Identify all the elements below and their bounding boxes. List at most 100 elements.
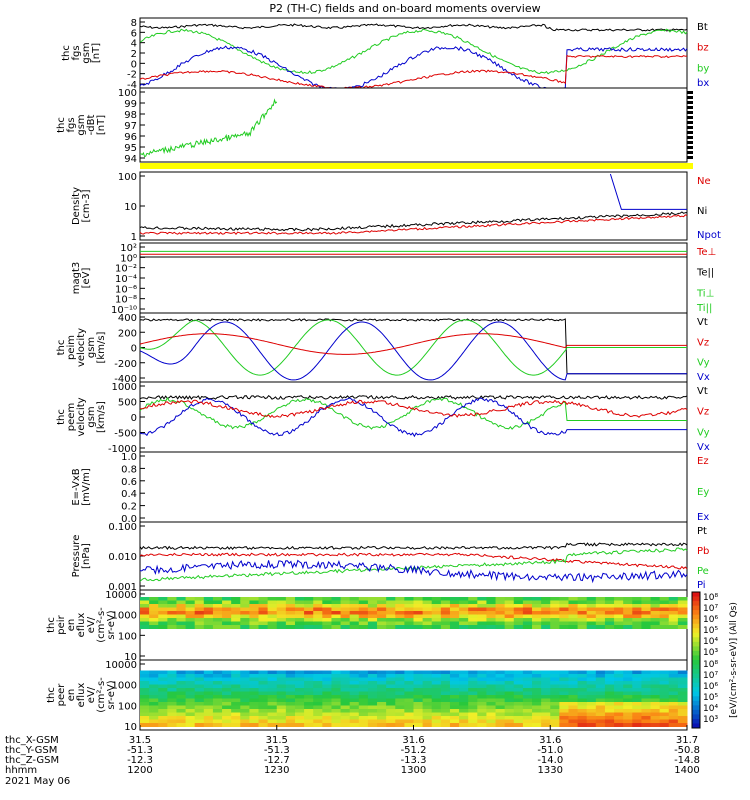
spectrogram-cell xyxy=(386,600,396,605)
legend-Ez: Ez xyxy=(697,456,709,467)
spectrogram-cell xyxy=(377,702,387,706)
spectrogram-cell xyxy=(668,600,679,605)
spectrogram-cell xyxy=(650,625,661,629)
spectrogram-cell xyxy=(677,618,688,622)
x-axis-row-value: 1200 xyxy=(127,765,152,776)
spectrogram-cell xyxy=(532,691,542,696)
spectrogram-cell xyxy=(586,691,597,696)
spectrogram-cell xyxy=(632,621,642,626)
spectrogram-cell xyxy=(313,684,323,689)
spectrogram-cell xyxy=(422,709,433,713)
spectrogram-cell xyxy=(449,695,460,699)
spectrogram-cell xyxy=(495,625,506,629)
spectrogram-cell xyxy=(340,723,351,727)
spectrogram-cell xyxy=(413,677,424,682)
spectrogram-cell xyxy=(240,614,250,619)
spectrogram-cell xyxy=(331,607,342,612)
spectrogram-cell xyxy=(258,684,269,689)
spectrogram-cell xyxy=(185,691,196,696)
spectrogram-cell xyxy=(468,600,478,605)
spectrogram-cell xyxy=(440,702,451,706)
spectrogram-cell xyxy=(212,712,223,717)
spectrogram-cell xyxy=(167,719,177,724)
y-tick-label: 0.6 xyxy=(121,477,137,488)
spectrogram-cell xyxy=(322,597,332,601)
spectrogram-cell xyxy=(550,716,560,720)
spectrogram-cell xyxy=(404,709,414,713)
spectrogram-cell xyxy=(623,684,633,689)
spectrogram-cell xyxy=(650,698,661,703)
spectrogram-cell xyxy=(240,716,250,720)
spectrogram-cell xyxy=(185,670,196,675)
spectrogram-cell xyxy=(322,621,332,626)
spectrogram-cell xyxy=(340,688,351,692)
spectrogram-cell xyxy=(294,604,305,608)
spectrogram-cell xyxy=(504,688,515,692)
spectrogram-cell xyxy=(404,684,414,689)
spectrogram-cell xyxy=(422,618,433,622)
spectrogram-cell xyxy=(614,670,624,675)
y-tick-label: 100 xyxy=(118,701,137,712)
spectrogram-cell xyxy=(276,716,287,720)
spectrogram-cell xyxy=(623,611,633,615)
spectrogram-cell xyxy=(349,705,360,710)
spectrogram-cell xyxy=(650,600,661,605)
spectrogram-cell xyxy=(513,723,524,727)
y-tick-label: 8 xyxy=(131,18,137,29)
spectrogram-cell xyxy=(659,705,670,710)
spectrogram-cell xyxy=(595,607,606,612)
spectrogram-cell xyxy=(158,684,168,689)
spectrogram-cell xyxy=(595,695,606,699)
spectrogram-cell xyxy=(532,677,542,682)
spectrogram-cell xyxy=(304,716,314,720)
spectrogram-cell xyxy=(276,614,287,619)
spectrogram-cell xyxy=(650,712,661,717)
spectrogram-cell xyxy=(659,716,670,720)
spectrogram-cell xyxy=(395,709,405,713)
spectrogram-cell xyxy=(203,716,214,720)
spectrogram-cell xyxy=(304,695,314,699)
colorbar-segment xyxy=(692,601,700,607)
spectrogram-cell xyxy=(249,677,260,682)
spectrogram-cell xyxy=(194,691,205,696)
spectrogram-cell xyxy=(614,677,624,682)
spectrogram-cell xyxy=(149,618,159,622)
spectrogram-cell xyxy=(459,621,469,626)
spectrogram-cell xyxy=(212,674,223,678)
spectrogram-cell xyxy=(586,716,597,720)
spectrogram-cell xyxy=(477,677,487,682)
spectrogram-cell xyxy=(377,709,387,713)
spectrogram-cell xyxy=(632,719,642,724)
spectrogram-cell xyxy=(222,684,232,689)
spectrogram-cell xyxy=(149,695,159,699)
spectrogram-cell xyxy=(285,670,296,675)
spectrogram-cell xyxy=(623,607,633,612)
spectrogram-cell xyxy=(203,614,214,619)
spectrogram-cell xyxy=(158,719,168,724)
spectrogram-cell xyxy=(304,691,314,696)
spectrogram-cell xyxy=(340,611,351,615)
spectrogram-cell xyxy=(559,604,569,608)
spectrogram-cell xyxy=(431,600,442,605)
spectrogram-cell xyxy=(440,670,451,675)
spectrogram-cell xyxy=(313,670,323,675)
legend-Ni: Ni xyxy=(697,206,707,217)
spectrogram-cell xyxy=(331,698,342,703)
spectrogram-cell xyxy=(550,698,560,703)
spectrogram-cell xyxy=(595,723,606,727)
spectrogram-cell xyxy=(395,723,405,727)
spectrogram-cell xyxy=(477,670,487,675)
spectrogram-cell xyxy=(541,712,551,717)
spectrogram-cell xyxy=(504,691,515,696)
spectrogram-cell xyxy=(586,695,597,699)
spectrogram-cell xyxy=(304,698,314,703)
x-axis-row-label: hhmm xyxy=(5,765,37,776)
spectrogram-cell xyxy=(559,698,569,703)
spectrogram-cell xyxy=(231,709,241,713)
spectrogram-cell xyxy=(632,597,642,601)
spectrogram-cell xyxy=(276,691,287,696)
spectrogram-cell xyxy=(668,712,679,717)
spectrogram-cell xyxy=(340,607,351,612)
x-axis-row-label: thc_Y-GSM xyxy=(5,745,57,756)
spectrogram-cell xyxy=(304,688,314,692)
